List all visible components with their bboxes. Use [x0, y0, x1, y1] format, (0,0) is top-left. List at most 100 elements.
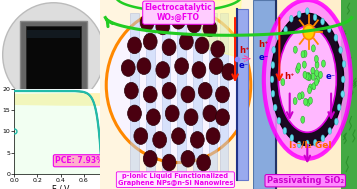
Circle shape — [190, 132, 204, 148]
Circle shape — [277, 117, 281, 124]
Circle shape — [134, 128, 148, 144]
Circle shape — [306, 8, 309, 15]
Circle shape — [318, 71, 322, 78]
Circle shape — [195, 37, 209, 54]
Circle shape — [307, 87, 311, 94]
Bar — [237, 9, 248, 180]
Circle shape — [187, 16, 201, 33]
Circle shape — [290, 135, 294, 141]
Text: e⁻: e⁻ — [259, 53, 269, 63]
Circle shape — [315, 78, 318, 86]
Circle shape — [216, 109, 230, 125]
Circle shape — [184, 109, 198, 125]
Circle shape — [140, 14, 154, 31]
Circle shape — [342, 61, 346, 67]
Circle shape — [143, 86, 157, 103]
Circle shape — [283, 127, 287, 134]
Circle shape — [165, 105, 179, 122]
Circle shape — [162, 39, 176, 56]
Circle shape — [211, 41, 225, 57]
Circle shape — [172, 12, 185, 29]
Circle shape — [203, 105, 217, 122]
Circle shape — [311, 73, 315, 80]
Circle shape — [315, 70, 319, 77]
Circle shape — [293, 46, 297, 53]
Circle shape — [192, 62, 206, 78]
Circle shape — [302, 61, 306, 68]
Text: Electrocatalytic
WO₃@FTO: Electrocatalytic WO₃@FTO — [145, 3, 212, 22]
Circle shape — [175, 58, 188, 74]
Circle shape — [308, 84, 312, 91]
Circle shape — [156, 18, 170, 35]
Circle shape — [127, 37, 141, 54]
Circle shape — [162, 154, 176, 171]
Circle shape — [296, 66, 300, 73]
Text: PCE: 7.93%: PCE: 7.93% — [55, 156, 104, 165]
Bar — [130, 13, 139, 174]
Circle shape — [300, 92, 304, 99]
Bar — [161, 13, 170, 174]
Circle shape — [322, 60, 326, 67]
Circle shape — [301, 51, 305, 58]
Circle shape — [303, 25, 315, 40]
Circle shape — [303, 50, 307, 57]
Circle shape — [297, 63, 301, 70]
Circle shape — [307, 73, 311, 81]
Circle shape — [321, 18, 325, 25]
Polygon shape — [202, 0, 241, 57]
Circle shape — [312, 83, 316, 90]
Circle shape — [316, 76, 320, 83]
Circle shape — [3, 3, 104, 107]
Circle shape — [271, 13, 343, 146]
Circle shape — [321, 135, 325, 142]
Circle shape — [334, 34, 338, 41]
Bar — [146, 13, 155, 174]
Text: p-Ionic Liquid Functionalized
Graphene NPs@n-Si Nanowires: p-Ionic Liquid Functionalized Graphene N… — [118, 173, 233, 186]
Circle shape — [206, 128, 220, 144]
Circle shape — [181, 86, 195, 103]
Circle shape — [290, 15, 293, 22]
Text: h⁺: h⁺ — [239, 46, 249, 55]
Circle shape — [301, 116, 305, 123]
Circle shape — [270, 76, 274, 83]
Bar — [341, 0, 357, 189]
Circle shape — [306, 140, 309, 147]
Circle shape — [272, 46, 276, 53]
Circle shape — [143, 150, 157, 167]
Circle shape — [341, 91, 345, 98]
Circle shape — [327, 26, 331, 33]
Circle shape — [339, 47, 342, 53]
Circle shape — [341, 76, 345, 83]
Circle shape — [305, 73, 309, 80]
Circle shape — [307, 74, 311, 81]
Circle shape — [127, 105, 141, 122]
Ellipse shape — [106, 8, 251, 163]
Circle shape — [271, 62, 275, 68]
Circle shape — [137, 58, 151, 74]
Bar — [177, 13, 186, 174]
FancyBboxPatch shape — [26, 26, 81, 89]
Circle shape — [172, 128, 185, 144]
Circle shape — [209, 58, 223, 74]
Circle shape — [306, 72, 310, 80]
Circle shape — [125, 82, 138, 99]
Circle shape — [311, 45, 315, 52]
FancyBboxPatch shape — [20, 21, 87, 94]
Circle shape — [156, 62, 170, 78]
Circle shape — [222, 64, 236, 80]
Circle shape — [335, 118, 338, 125]
Text: e⁻: e⁻ — [239, 61, 249, 70]
Circle shape — [203, 20, 217, 37]
Circle shape — [273, 104, 277, 111]
Circle shape — [311, 67, 315, 74]
Circle shape — [197, 154, 211, 171]
Circle shape — [216, 86, 230, 103]
Circle shape — [143, 33, 157, 50]
Circle shape — [313, 139, 317, 146]
Circle shape — [313, 14, 317, 21]
Circle shape — [146, 109, 160, 125]
Circle shape — [276, 33, 280, 40]
Circle shape — [181, 150, 195, 167]
Circle shape — [315, 61, 319, 68]
Y-axis label: J / mA/cm²: J / mA/cm² — [0, 113, 1, 149]
